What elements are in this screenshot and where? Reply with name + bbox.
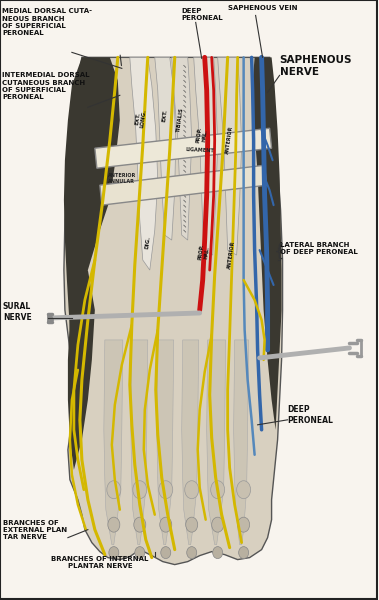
Text: ANTERIOR
ANNULAR: ANTERIOR ANNULAR bbox=[108, 173, 136, 184]
Text: PROP.
HAL.: PROP. HAL. bbox=[197, 244, 210, 261]
Ellipse shape bbox=[107, 481, 121, 499]
Ellipse shape bbox=[133, 481, 147, 499]
Ellipse shape bbox=[212, 517, 224, 532]
Ellipse shape bbox=[213, 547, 223, 559]
Text: LATERAL BRANCH
OF DEEP PERONEAL: LATERAL BRANCH OF DEEP PERONEAL bbox=[280, 242, 357, 254]
Text: TIBIALIS: TIBIALIS bbox=[177, 107, 185, 133]
Ellipse shape bbox=[239, 547, 249, 559]
Ellipse shape bbox=[187, 547, 197, 559]
Ellipse shape bbox=[238, 517, 250, 532]
Text: EXT.
LONG.: EXT. LONG. bbox=[134, 108, 147, 128]
Text: SAPHENOUS VEIN: SAPHENOUS VEIN bbox=[228, 5, 297, 11]
Polygon shape bbox=[95, 128, 272, 168]
Text: EXT.: EXT. bbox=[161, 109, 168, 122]
Text: {: { bbox=[274, 243, 284, 261]
Text: DEEP
PERONEAL: DEEP PERONEAL bbox=[182, 8, 223, 22]
Ellipse shape bbox=[236, 481, 251, 499]
Ellipse shape bbox=[161, 547, 171, 559]
Polygon shape bbox=[233, 340, 249, 545]
Text: BRANCHES OF INTERNAL
PLANTAR NERVE: BRANCHES OF INTERNAL PLANTAR NERVE bbox=[51, 556, 149, 569]
Polygon shape bbox=[100, 165, 266, 205]
Text: ANTERIOR: ANTERIOR bbox=[227, 241, 236, 269]
Ellipse shape bbox=[135, 547, 145, 559]
Text: SAPHENOUS
NERVE: SAPHENOUS NERVE bbox=[280, 55, 352, 77]
Text: BRANCHES OF
EXTERNAL PLAN
TAR NERVE: BRANCHES OF EXTERNAL PLAN TAR NERVE bbox=[3, 520, 67, 540]
Text: ANTERIOR: ANTERIOR bbox=[225, 126, 234, 155]
Polygon shape bbox=[131, 340, 148, 545]
Polygon shape bbox=[194, 58, 218, 255]
Ellipse shape bbox=[186, 517, 198, 532]
Polygon shape bbox=[157, 340, 174, 545]
Polygon shape bbox=[64, 58, 120, 330]
Text: SURAL
NERVE: SURAL NERVE bbox=[3, 302, 32, 322]
Text: LIGAMENT: LIGAMENT bbox=[185, 147, 214, 154]
Polygon shape bbox=[207, 340, 226, 545]
Ellipse shape bbox=[160, 517, 172, 532]
Polygon shape bbox=[68, 270, 95, 470]
Ellipse shape bbox=[109, 547, 119, 559]
Text: DIG.: DIG. bbox=[144, 235, 151, 249]
Polygon shape bbox=[130, 58, 158, 270]
Text: MEDIAL DORSAL CUTA-
NEOUS BRANCH
OF SUPERFICIAL
PERONEAL: MEDIAL DORSAL CUTA- NEOUS BRANCH OF SUPE… bbox=[2, 8, 92, 36]
Ellipse shape bbox=[134, 517, 146, 532]
Ellipse shape bbox=[159, 481, 173, 499]
Ellipse shape bbox=[108, 517, 120, 532]
Polygon shape bbox=[218, 58, 242, 255]
Text: INTERMEDIAL DORSAL
CUTANEOUS BRANCH
OF SUPERFICIAL
PERONEAL: INTERMEDIAL DORSAL CUTANEOUS BRANCH OF S… bbox=[2, 73, 89, 100]
Ellipse shape bbox=[211, 481, 225, 499]
Polygon shape bbox=[252, 58, 282, 430]
Polygon shape bbox=[155, 58, 176, 240]
Polygon shape bbox=[172, 58, 192, 240]
Text: PROP.
HAL.: PROP. HAL. bbox=[195, 127, 208, 144]
Ellipse shape bbox=[185, 481, 199, 499]
Polygon shape bbox=[182, 340, 199, 545]
Text: DEEP
PERONEAL: DEEP PERONEAL bbox=[288, 405, 334, 425]
Polygon shape bbox=[104, 340, 123, 545]
Polygon shape bbox=[64, 58, 283, 565]
